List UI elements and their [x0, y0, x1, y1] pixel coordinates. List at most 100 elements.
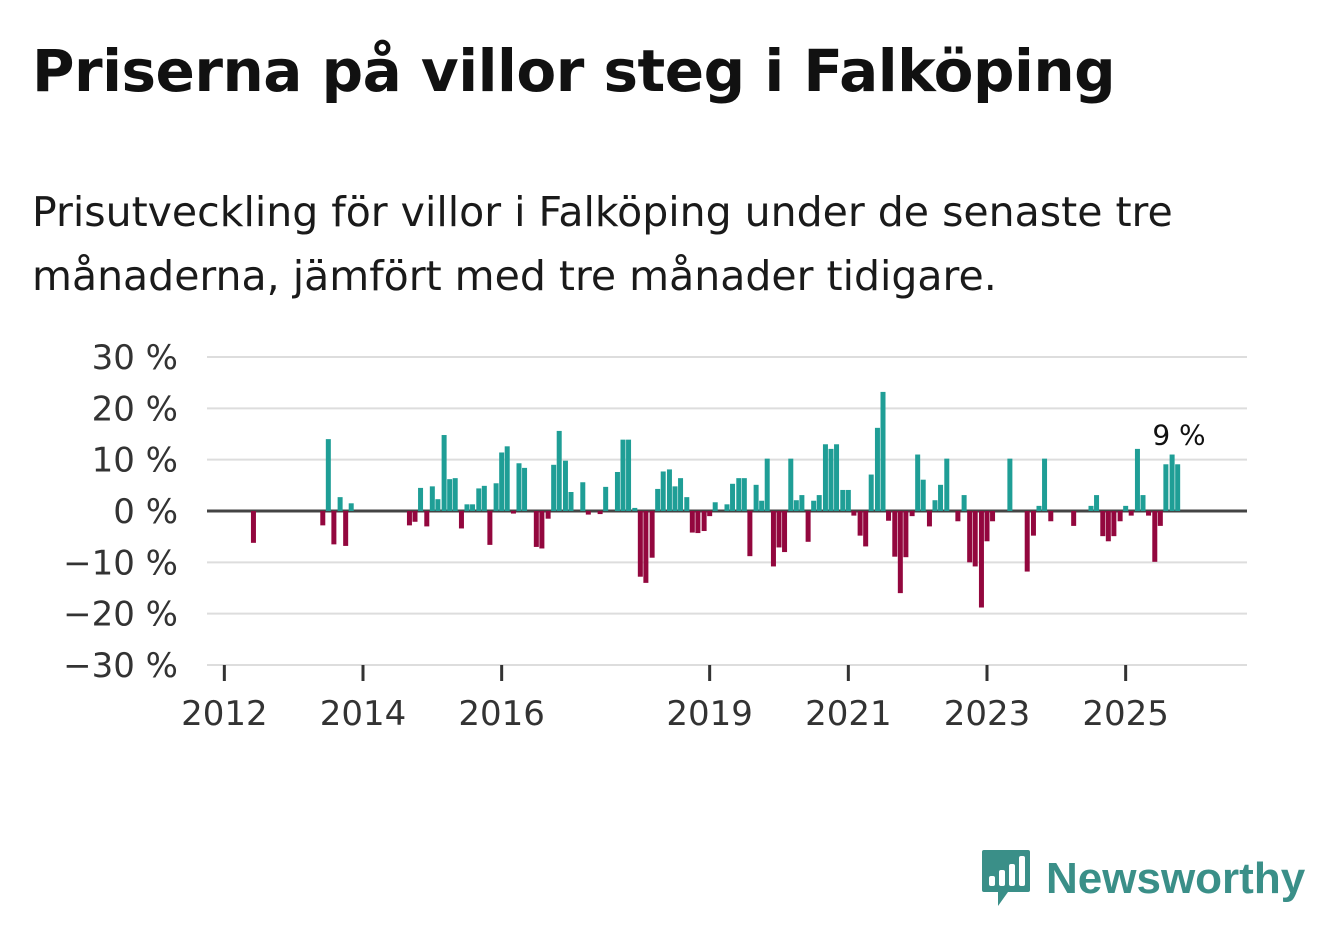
bar: [418, 487, 424, 511]
bar: [811, 500, 817, 511]
last-value-label: 9 %: [1152, 418, 1205, 451]
bar: [747, 511, 753, 557]
bar: [782, 511, 788, 553]
bar: [730, 483, 736, 511]
chart-subtitle: Prisutveckling för villor i Falköping un…: [32, 188, 1173, 300]
bar: [533, 511, 539, 547]
bar: [493, 483, 499, 511]
bar: [504, 446, 510, 511]
bar: [487, 511, 493, 545]
y-tick-label: −20 %: [63, 595, 178, 635]
bar: [874, 427, 880, 511]
bar: [1024, 511, 1030, 572]
bar: [1134, 448, 1140, 511]
bar: [470, 504, 476, 511]
x-tick-label: 2016: [458, 694, 545, 734]
bar: [320, 511, 326, 526]
bar: [1123, 505, 1129, 511]
bar: [840, 489, 846, 511]
bar: [637, 511, 643, 577]
bar: [845, 489, 851, 511]
bar: [464, 504, 470, 511]
bar: [1140, 495, 1146, 511]
x-tick-label: 2021: [805, 694, 892, 734]
bar: [522, 467, 528, 511]
bar: [626, 439, 632, 511]
y-tick-label: 20 %: [92, 389, 178, 429]
bar: [1128, 511, 1134, 516]
bar-chart: 30 %20 %10 %0 %−10 %−20 %−30 % 2012 2014 2…: [63, 338, 1247, 734]
bar: [926, 511, 932, 527]
bar: [724, 504, 730, 511]
bar: [672, 486, 678, 511]
x-tick-label: 2025: [1082, 694, 1169, 734]
bar: [580, 482, 586, 511]
bar: [568, 492, 574, 511]
bar: [799, 495, 805, 511]
newsworthy-logo: Newsworthy: [980, 848, 1305, 910]
bar: [880, 391, 886, 511]
y-axis: 30 % 20 % 10 % 0 % −10 % −20 % −30 %: [63, 338, 178, 686]
bar: [476, 488, 482, 511]
bar: [776, 511, 782, 548]
bar: [863, 511, 869, 547]
bar: [816, 495, 822, 511]
bar: [1094, 495, 1100, 511]
bar: [539, 511, 545, 549]
bar: [712, 502, 718, 511]
bar: [707, 511, 713, 517]
bar: [903, 511, 909, 558]
bar: [909, 511, 915, 517]
y-tick-label: −10 %: [63, 543, 178, 583]
bar: [510, 511, 516, 514]
bar: [886, 511, 892, 521]
bar: [736, 478, 742, 511]
bar: [643, 511, 649, 583]
bar: [1071, 511, 1077, 526]
bar: [1042, 458, 1048, 511]
bar: [990, 511, 996, 522]
bar: [1117, 511, 1123, 522]
bar: [938, 484, 944, 511]
y-tick-label: −30 %: [63, 646, 178, 686]
bar: [967, 511, 973, 563]
bar: [1111, 511, 1117, 537]
annotations: 9 %: [1152, 418, 1205, 451]
bar: [972, 511, 978, 567]
bar: [649, 511, 655, 558]
grid-lines: [207, 356, 1247, 666]
y-tick-label: 10 %: [92, 441, 178, 481]
bar: [337, 497, 343, 511]
bar: [770, 511, 776, 567]
y-tick-label: 0 %: [113, 492, 178, 532]
bar: [1048, 511, 1054, 522]
bar: [516, 463, 522, 511]
bar: [452, 478, 458, 511]
bar: [556, 430, 562, 511]
bar: [701, 511, 707, 532]
bar: [1163, 464, 1169, 511]
bar: [857, 511, 863, 536]
bar: [805, 511, 811, 542]
bar: [562, 460, 568, 511]
bar: [759, 500, 765, 511]
bar: [1157, 511, 1163, 526]
bar: [828, 448, 834, 511]
bar: [325, 439, 331, 511]
bar: [932, 500, 938, 511]
bar: [868, 474, 874, 511]
x-tick-label: 2023: [944, 694, 1031, 734]
bar: [435, 499, 441, 511]
bar: [424, 511, 430, 527]
bar: [944, 458, 950, 511]
bar: [250, 511, 256, 543]
x-axis: 2012 2014 2016 2019 2021 2023 2025: [181, 665, 1169, 734]
bar-chart-speech-bubble-icon: [982, 850, 1030, 906]
bar: [660, 471, 666, 511]
bar: [499, 452, 505, 511]
bar: [458, 511, 464, 529]
bar: [920, 479, 926, 511]
bar: [620, 439, 626, 511]
bar: [447, 479, 453, 511]
bar: [793, 500, 799, 511]
